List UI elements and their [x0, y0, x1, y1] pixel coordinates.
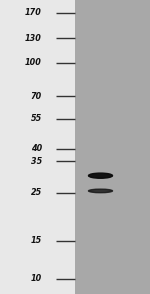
- Text: 15: 15: [31, 236, 42, 245]
- Text: 130: 130: [25, 34, 42, 43]
- Text: 25: 25: [31, 188, 42, 197]
- Ellipse shape: [88, 189, 112, 193]
- Bar: [0, 0, 75, 294]
- Text: 100: 100: [25, 58, 42, 67]
- Text: 10: 10: [31, 274, 42, 283]
- Text: 170: 170: [25, 8, 42, 17]
- Text: 35: 35: [31, 157, 42, 166]
- Text: 70: 70: [31, 92, 42, 101]
- Text: 55: 55: [31, 114, 42, 123]
- Ellipse shape: [88, 173, 112, 178]
- Bar: [75, 0, 150, 294]
- Text: 40: 40: [31, 144, 42, 153]
